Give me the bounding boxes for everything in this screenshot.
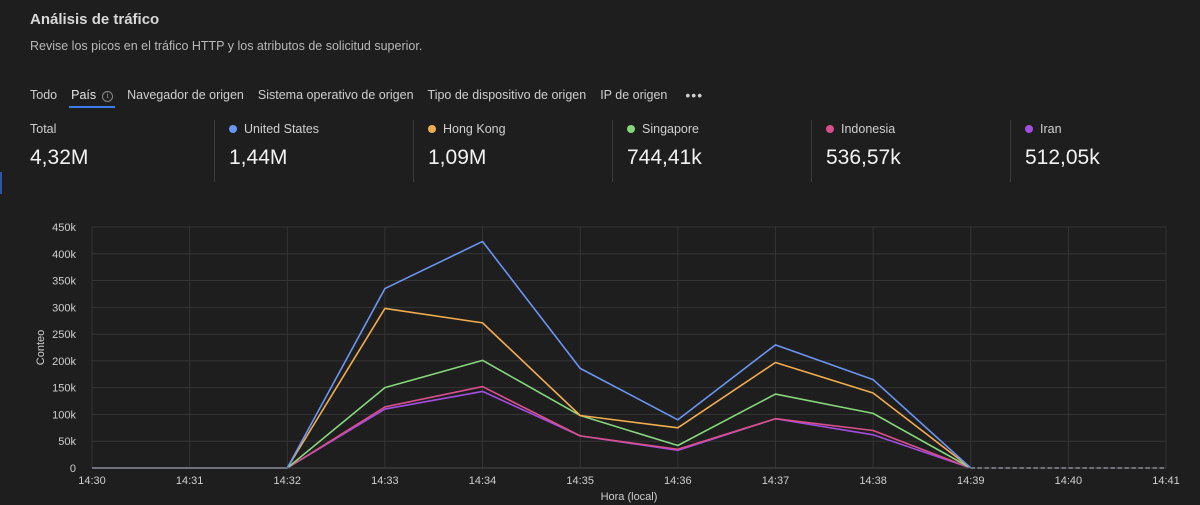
x-axis-label: Hora (local) [601, 491, 658, 503]
page-subtitle: Revise los picos en el tráfico HTTP y lo… [30, 39, 423, 53]
tab-ip-de-origen[interactable]: IP de origen [600, 88, 668, 102]
y-tick-label: 400k [52, 249, 76, 261]
x-tick-label: 14:31 [176, 475, 204, 487]
tab-bar: Todo País i Navegador de origen Sistema o… [30, 88, 703, 112]
stat-value: 512,05k [1025, 146, 1100, 169]
stat-singapore[interactable]: Singapore 744,41k [627, 120, 702, 182]
series-color-dot [428, 125, 436, 133]
y-tick-label: 350k [52, 276, 76, 288]
tab-tipo-de-dispositivo-de-origen[interactable]: Tipo de dispositivo de origen [427, 88, 587, 102]
tab-todo[interactable]: Todo [30, 88, 58, 102]
info-icon[interactable]: i [102, 91, 114, 102]
y-tick-label: 250k [52, 329, 76, 341]
series-line[interactable] [92, 385, 972, 469]
series-color-dot [627, 125, 635, 133]
stat-value: 4,32M [30, 146, 89, 169]
page-title: Análisis de tráfico [30, 11, 160, 28]
x-tick-label: 14:36 [664, 475, 692, 487]
chart-axes: 0 50k 100k 150k 200k 250k 300k 350k 400k 450k 14:3… [52, 222, 1180, 487]
x-tick-label: 14:41 [1152, 475, 1180, 487]
y-tick-label: 0 [70, 463, 76, 475]
stat-divider [1010, 120, 1011, 182]
stat-hong-kong[interactable]: Hong Kong 1,09M [428, 120, 506, 182]
tab-navegador-de-origen[interactable]: Navegador de origen [127, 88, 244, 102]
series-line[interactable] [92, 240, 972, 469]
stats-row: Total 4,32M United States 1,44M Hong Kon… [0, 120, 1200, 182]
stat-value: 1,44M [229, 146, 288, 169]
stat-total: Total 4,32M [30, 120, 88, 182]
stat-divider [214, 120, 215, 182]
stat-divider [413, 120, 414, 182]
stat-united-states[interactable]: United States 1,44M [229, 120, 319, 182]
stat-label: Singapore [642, 122, 699, 136]
x-tick-label: 14:30 [78, 475, 106, 487]
y-tick-label: 450k [52, 222, 76, 234]
y-tick-label: 200k [52, 356, 76, 368]
more-horizontal-icon[interactable]: ••• [685, 87, 704, 103]
series-color-dot [229, 125, 237, 133]
traffic-line-chart[interactable]: 0 50k 100k 150k 200k 250k 300k 350k 400k 450k 14:3… [0, 215, 1200, 505]
y-tick-label: 50k [58, 436, 76, 448]
x-tick-label: 14:35 [566, 475, 594, 487]
series-color-dot [826, 125, 834, 133]
stat-divider [612, 120, 613, 182]
stat-divider [811, 120, 812, 182]
stat-iran[interactable]: Iran 512,05k [1025, 120, 1100, 182]
stat-label: Total [30, 122, 57, 136]
x-tick-label: 14:38 [859, 475, 887, 487]
x-tick-label: 14:33 [371, 475, 399, 487]
y-tick-label: 100k [52, 409, 76, 421]
y-axis-label: Conteo [35, 330, 47, 365]
stat-label: Hong Kong [443, 122, 506, 136]
y-tick-label: 300k [52, 302, 76, 314]
stat-value: 1,09M [428, 146, 487, 169]
stat-label: United States [244, 122, 320, 136]
x-tick-label: 14:32 [274, 475, 302, 487]
series-line[interactable] [92, 390, 971, 469]
stat-value: 744,41k [627, 146, 702, 169]
stat-label: Indonesia [841, 122, 896, 136]
tab-pais[interactable]: País i [69, 88, 116, 108]
chart-series [92, 240, 1166, 469]
x-tick-label: 14:39 [957, 475, 985, 487]
edge-indicator [0, 172, 2, 194]
tab-sistema-operativo-de-origen[interactable]: Sistema operativo de origen [257, 88, 414, 102]
stat-value: 536,57k [826, 146, 901, 169]
x-tick-label: 14:37 [762, 475, 790, 487]
x-tick-label: 14:40 [1055, 475, 1083, 487]
series-color-dot [1025, 125, 1033, 133]
stat-label: Iran [1040, 122, 1062, 136]
chart-grid [91, 226, 1167, 468]
stat-indonesia[interactable]: Indonesia 536,57k [826, 120, 901, 182]
y-tick-label: 150k [52, 383, 76, 395]
x-tick-label: 14:34 [469, 475, 497, 487]
